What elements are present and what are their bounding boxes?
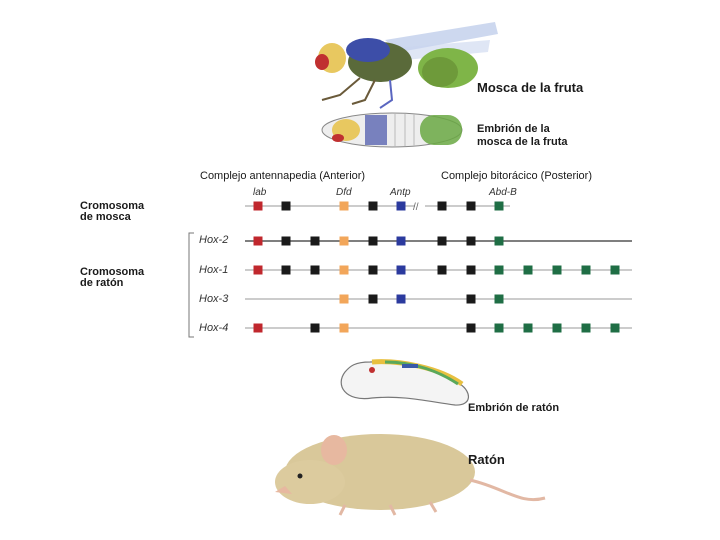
- mouse-chromosome-label-line1: Cromosoma: [80, 266, 145, 278]
- fly-chromosome-label-line2: de mosca: [80, 211, 131, 223]
- row-label-hox4: Hox-4: [199, 322, 229, 334]
- row-label-hox3: Hox-3: [199, 293, 229, 305]
- bithorax-complex-label: Complejo bitorácico (Posterior): [441, 170, 592, 182]
- fruit-fly-illustration: [315, 22, 498, 109]
- mouse-row4-gene-4: [339, 323, 349, 333]
- mouse-embryo-illustration: [340, 359, 469, 406]
- fly-gene-5: [368, 201, 378, 211]
- fly-embryo-illustration: [321, 112, 463, 148]
- mouse-row4-gene-11: [523, 323, 533, 333]
- gene-label-antp: Antp: [390, 187, 411, 198]
- mouse-illustration: [275, 434, 546, 516]
- mouse-row2-gene-13: [581, 265, 591, 275]
- row-label-hox2: Hox-2: [199, 234, 229, 246]
- mouse-row2-gene-1: [253, 265, 263, 275]
- fly-gene-4: [339, 201, 349, 211]
- fly-gene-8: [437, 201, 447, 211]
- fly-embryo-label-line1: Embrión de la: [477, 123, 550, 135]
- gene-label-abdb: Abd-B: [489, 187, 517, 198]
- mouse-row2-gene-6: [396, 265, 406, 275]
- mouse-row4-gene-1: [253, 323, 263, 333]
- fly-gene-blocks: [253, 201, 504, 211]
- fly-gene-9: [466, 201, 476, 211]
- mouse-row1-gene-9: [466, 236, 476, 246]
- mouse-chromosome-label-line2: de ratón: [80, 277, 124, 289]
- mouse-row1-gene-4: [339, 236, 349, 246]
- mouse-label: Ratón: [468, 452, 505, 467]
- mouse-row3-gene-6: [396, 294, 406, 304]
- mouse-row1-gene-3: [310, 236, 320, 246]
- mouse-row2-gene-5: [368, 265, 378, 275]
- mouse-row2-gene-4: [339, 265, 349, 275]
- fly-label: Mosca de la fruta: [477, 80, 584, 95]
- mouse-row2-gene-14: [610, 265, 620, 275]
- mouse-row2-gene-2: [281, 265, 291, 275]
- fly-gene-10: [494, 201, 504, 211]
- chromosome-break-mark: //: [413, 202, 419, 213]
- mouse-row2-gene-11: [523, 265, 533, 275]
- mouse-row3-gene-9: [466, 294, 476, 304]
- fly-gene-6: [396, 201, 406, 211]
- mouse-row1-gene-1: [253, 236, 263, 246]
- mouse-row2-gene-3: [310, 265, 320, 275]
- mouse-row3-gene-4: [339, 294, 349, 304]
- fly-gene-2: [281, 201, 291, 211]
- mouse-row1-gene-6: [396, 236, 406, 246]
- mouse-row2-gene-10: [494, 265, 504, 275]
- mouse-row3-gene-10: [494, 294, 504, 304]
- row-label-hox1: Hox-1: [199, 264, 229, 276]
- fly-gene-1: [253, 201, 263, 211]
- mouse-row4-gene-13: [581, 323, 591, 333]
- mouse-row1-gene-2: [281, 236, 291, 246]
- fly-chromosome-label-line1: Cromosoma: [80, 200, 145, 212]
- mouse-row4-gene-9: [466, 323, 476, 333]
- mouse-row4-gene-10: [494, 323, 504, 333]
- mouse-embryo-label: Embrión de ratón: [468, 402, 560, 414]
- mouse-row4-gene-14: [610, 323, 620, 333]
- antennapedia-complex-label: Complejo antennapedia (Anterior): [200, 170, 366, 182]
- mouse-gene-blocks: [245, 236, 632, 333]
- mouse-row4-gene-12: [552, 323, 562, 333]
- mouse-row4-gene-3: [310, 323, 320, 333]
- mouse-row3-gene-5: [368, 294, 378, 304]
- mouse-row2-gene-9: [466, 265, 476, 275]
- gene-label-dfd: Dfd: [336, 187, 352, 198]
- mouse-row1-gene-5: [368, 236, 378, 246]
- mouse-bracket: [188, 232, 194, 338]
- mouse-row1-gene-10: [494, 236, 504, 246]
- mouse-row1-gene-8: [437, 236, 447, 246]
- gene-label-lab: lab: [253, 187, 267, 198]
- fly-embryo-label-line2: mosca de la fruta: [477, 136, 568, 148]
- mouse-row2-gene-12: [552, 265, 562, 275]
- mouse-row2-gene-8: [437, 265, 447, 275]
